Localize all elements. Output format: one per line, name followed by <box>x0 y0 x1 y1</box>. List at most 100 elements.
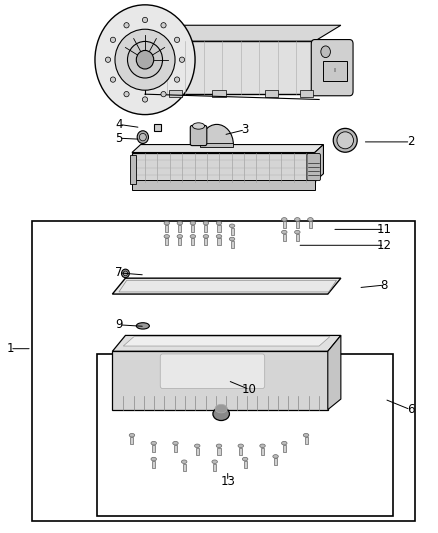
Ellipse shape <box>282 217 287 221</box>
Ellipse shape <box>230 224 235 228</box>
Ellipse shape <box>295 217 300 221</box>
Ellipse shape <box>273 455 278 458</box>
Ellipse shape <box>177 235 183 238</box>
FancyBboxPatch shape <box>190 125 207 146</box>
Ellipse shape <box>115 29 175 90</box>
FancyBboxPatch shape <box>307 154 321 181</box>
Ellipse shape <box>242 457 248 461</box>
Ellipse shape <box>215 405 227 413</box>
Ellipse shape <box>213 407 230 421</box>
Ellipse shape <box>127 42 162 78</box>
Ellipse shape <box>142 17 148 22</box>
Bar <box>97 354 393 516</box>
Ellipse shape <box>95 5 195 115</box>
Ellipse shape <box>124 22 129 28</box>
Ellipse shape <box>124 92 129 97</box>
Bar <box>323 61 347 81</box>
Bar <box>165 238 168 245</box>
Bar <box>32 221 415 521</box>
Ellipse shape <box>110 37 116 43</box>
Bar <box>230 241 233 248</box>
FancyBboxPatch shape <box>132 46 167 84</box>
Ellipse shape <box>174 77 180 82</box>
FancyBboxPatch shape <box>160 354 265 389</box>
Ellipse shape <box>173 441 178 445</box>
Bar <box>178 225 181 232</box>
Bar <box>165 225 168 232</box>
Ellipse shape <box>295 230 300 234</box>
Ellipse shape <box>180 57 185 62</box>
Ellipse shape <box>203 221 208 225</box>
Ellipse shape <box>174 37 180 43</box>
Polygon shape <box>113 351 328 410</box>
Bar <box>296 221 299 228</box>
Polygon shape <box>154 25 341 41</box>
Ellipse shape <box>190 221 196 225</box>
Wedge shape <box>200 124 233 144</box>
Ellipse shape <box>151 457 156 461</box>
Ellipse shape <box>139 133 146 141</box>
Bar <box>239 448 242 455</box>
Bar <box>131 437 134 444</box>
Ellipse shape <box>137 131 148 143</box>
FancyBboxPatch shape <box>311 39 353 96</box>
Ellipse shape <box>142 97 148 102</box>
Ellipse shape <box>136 51 154 69</box>
Ellipse shape <box>216 221 222 225</box>
Bar <box>178 238 181 245</box>
Polygon shape <box>123 336 330 346</box>
Text: 8: 8 <box>381 279 388 292</box>
Bar <box>191 225 194 232</box>
Text: 10: 10 <box>242 383 257 396</box>
Bar <box>212 91 226 97</box>
Bar <box>218 225 220 232</box>
Ellipse shape <box>181 460 187 464</box>
Text: 1: 1 <box>6 342 14 355</box>
Bar <box>152 461 155 468</box>
Text: 12: 12 <box>377 239 392 252</box>
Bar <box>218 238 220 245</box>
Bar <box>152 445 155 452</box>
Ellipse shape <box>164 221 170 225</box>
Bar <box>274 458 277 465</box>
Text: 6: 6 <box>407 403 414 416</box>
Text: 11: 11 <box>377 223 392 236</box>
Text: II: II <box>334 68 337 74</box>
Bar <box>196 448 199 455</box>
Bar <box>283 234 286 241</box>
Text: 3: 3 <box>241 123 249 136</box>
Text: 5: 5 <box>115 132 123 144</box>
Ellipse shape <box>161 22 166 28</box>
Ellipse shape <box>307 217 313 221</box>
Bar <box>205 225 208 232</box>
Polygon shape <box>315 144 323 182</box>
Polygon shape <box>113 278 341 294</box>
Bar <box>218 448 220 455</box>
Ellipse shape <box>260 444 265 448</box>
Ellipse shape <box>216 235 222 238</box>
Ellipse shape <box>282 230 287 234</box>
Bar <box>304 437 307 444</box>
Ellipse shape <box>333 128 357 152</box>
Text: 7: 7 <box>115 266 123 279</box>
Ellipse shape <box>203 235 208 238</box>
Ellipse shape <box>110 77 116 82</box>
Bar <box>244 461 247 468</box>
Bar <box>230 228 233 235</box>
FancyBboxPatch shape <box>145 41 328 94</box>
Ellipse shape <box>123 271 127 276</box>
Bar <box>183 464 186 471</box>
Polygon shape <box>132 144 323 152</box>
Ellipse shape <box>136 322 149 329</box>
Ellipse shape <box>129 433 135 437</box>
Polygon shape <box>328 335 341 410</box>
Bar <box>130 155 136 184</box>
Bar <box>309 221 312 228</box>
Ellipse shape <box>190 235 196 238</box>
Polygon shape <box>132 152 315 182</box>
Bar <box>283 445 286 452</box>
Bar <box>261 448 264 455</box>
Bar <box>174 445 177 452</box>
Ellipse shape <box>161 92 166 97</box>
Bar <box>200 143 233 147</box>
